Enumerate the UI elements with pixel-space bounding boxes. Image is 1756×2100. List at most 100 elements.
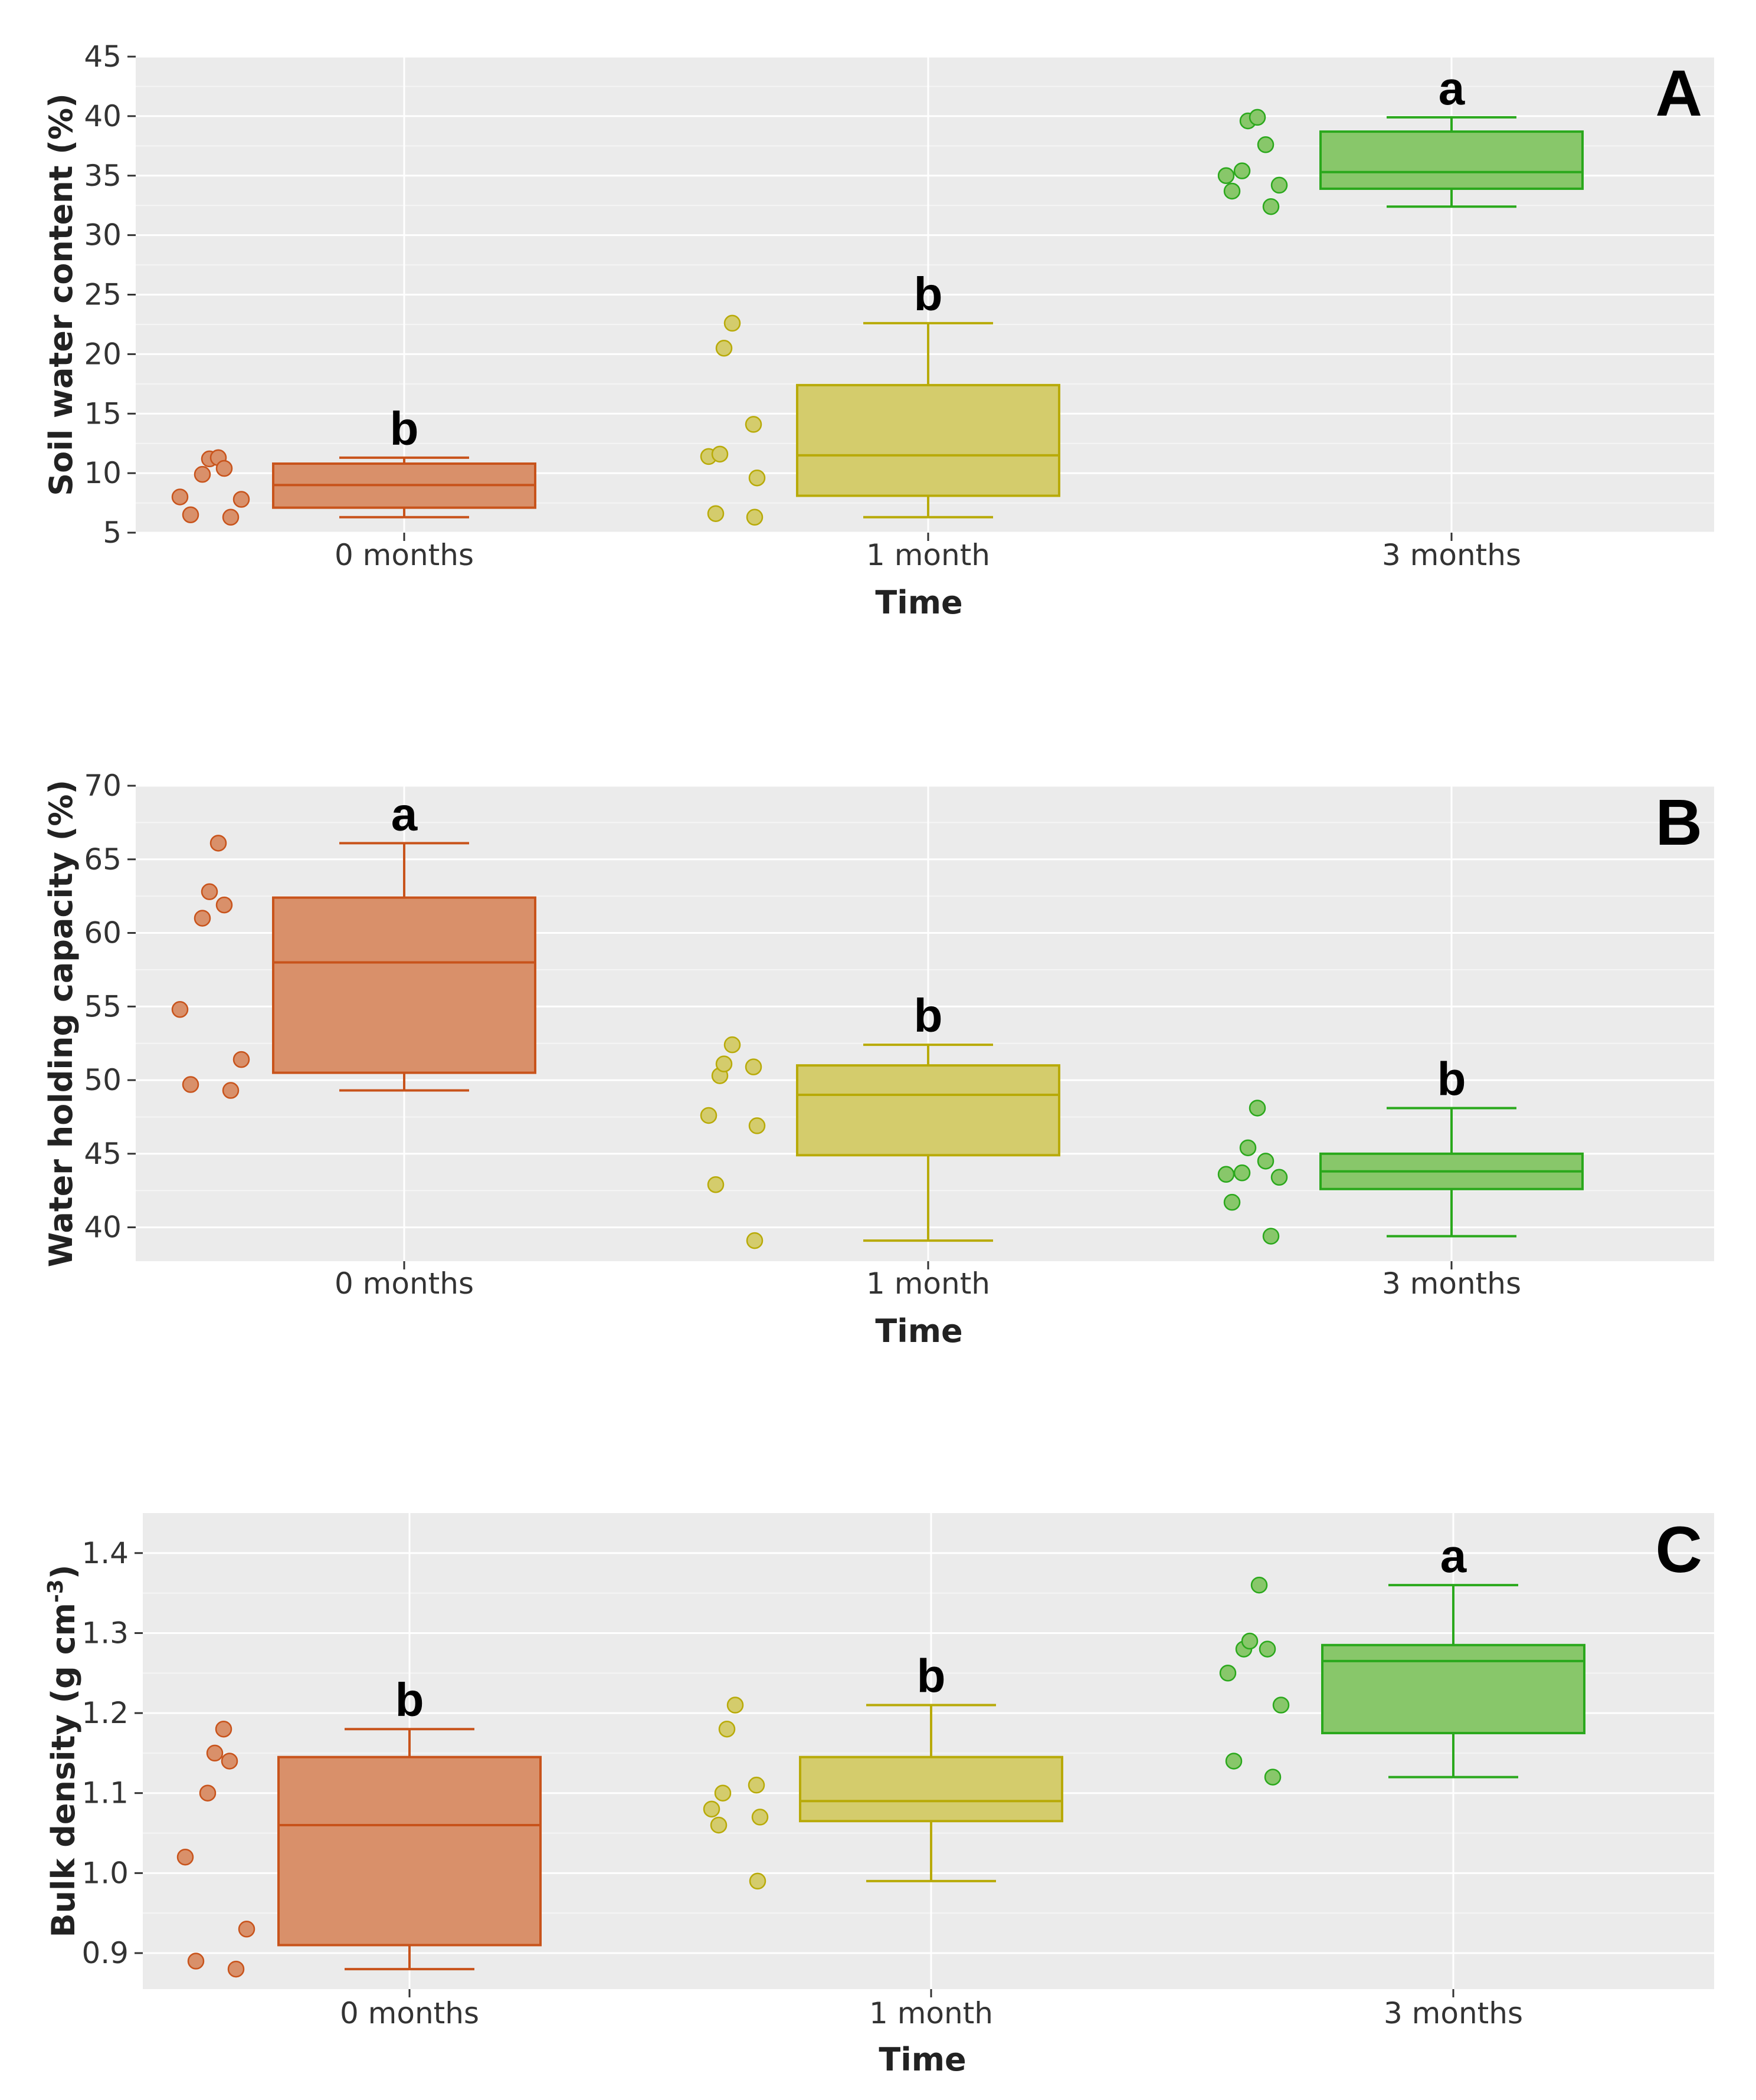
data-point <box>232 1051 250 1068</box>
data-point <box>710 1816 728 1834</box>
data-point <box>215 460 233 477</box>
x-tick-label: 0 months <box>335 538 474 572</box>
x-tick-label: 1 month <box>869 1996 993 2030</box>
data-point <box>1257 136 1275 153</box>
data-point <box>746 508 764 526</box>
x-tick-label: 3 months <box>1382 1266 1521 1301</box>
iqr-box <box>799 1756 1063 1823</box>
y-tick-label: 25 <box>84 278 122 312</box>
data-point <box>1233 162 1251 179</box>
significance-letter: a <box>1440 1530 1467 1582</box>
panel-c: 0.9 1.0 1.1 1.2 1.3 1.4 0 months 1 month 3 month… <box>44 1513 1714 2078</box>
y-tick-label: 0.9 <box>81 1936 129 1970</box>
data-point <box>1249 1100 1266 1117</box>
y-tick-label: 30 <box>84 218 122 252</box>
significance-letter: b <box>917 1650 946 1702</box>
y-tick-label: 60 <box>84 916 122 950</box>
box-3-months: a <box>1219 1530 1585 1786</box>
data-point <box>182 506 199 523</box>
box-1-month: b <box>700 268 1060 526</box>
iqr-box <box>796 383 1060 497</box>
data-point <box>171 488 189 506</box>
y-tick-label: 50 <box>84 1063 122 1097</box>
data-point <box>703 1800 720 1818</box>
y-tick-label: 40 <box>84 99 122 133</box>
y-axis-title: Water holding capacity (%) <box>42 780 80 1267</box>
x-tick-label: 0 months <box>335 1266 474 1301</box>
panel-letter: C <box>1656 1514 1702 1586</box>
y-tick-label: 40 <box>84 1210 122 1245</box>
data-point <box>171 1001 189 1018</box>
panel-b: 40 45 50 55 60 65 70 0 months 1 month 3 months a b b… <box>42 769 1714 1350</box>
x-axis-title: Time <box>875 584 962 621</box>
x-tick-label: 3 months <box>1384 1996 1523 2030</box>
data-point <box>715 340 733 357</box>
y-tick-label: 65 <box>84 842 122 877</box>
y-tick-label: 55 <box>84 989 122 1023</box>
data-point <box>746 1232 764 1249</box>
data-point <box>707 1176 725 1193</box>
data-point <box>748 1776 765 1794</box>
data-point <box>206 1744 224 1762</box>
data-point <box>707 505 725 522</box>
y-axis-title: Bulk density (g cm-3) <box>44 1564 83 1937</box>
y-tick-label: 5 <box>103 516 122 550</box>
y-tick-label: 1.0 <box>81 1856 129 1890</box>
significance-letter: b <box>390 402 419 455</box>
data-point <box>1217 167 1235 184</box>
significance-letter: b <box>914 268 943 320</box>
x-tick-label: 0 months <box>340 1996 479 2030</box>
y-tick-label: 10 <box>84 456 122 490</box>
data-point <box>1264 1768 1282 1786</box>
data-point <box>194 910 211 927</box>
significance-letter: a <box>1439 62 1465 114</box>
x-axis-title: Time <box>875 1312 962 1350</box>
y-axis-title: Soil water content (%) <box>42 93 80 496</box>
data-point <box>176 1848 194 1866</box>
data-point <box>187 1953 205 1970</box>
y-tick-label: 20 <box>84 337 122 371</box>
data-point <box>1262 1228 1280 1245</box>
data-point <box>1241 1632 1259 1650</box>
panel-a: 5 10 15 20 25 30 35 40 45 0 months 1 month 3 months… <box>42 40 1714 621</box>
data-point <box>1223 182 1241 200</box>
iqr-box <box>1321 1643 1585 1734</box>
y-tick-label: 1.4 <box>81 1536 129 1570</box>
data-point <box>221 1753 238 1770</box>
data-point <box>201 883 218 900</box>
data-point <box>745 416 762 433</box>
data-point <box>194 465 211 483</box>
data-point <box>222 508 240 526</box>
data-point <box>700 1107 718 1124</box>
box-0-months: a <box>171 788 536 1099</box>
data-point <box>748 469 766 487</box>
data-point <box>749 1872 766 1890</box>
data-point <box>1219 1665 1237 1682</box>
panel-letter: A <box>1656 57 1702 130</box>
iqr-box <box>277 1756 542 1947</box>
data-point <box>1270 176 1288 194</box>
data-point <box>748 1117 766 1134</box>
data-point <box>723 1036 741 1054</box>
data-point <box>1259 1640 1276 1658</box>
y-tick-label: 15 <box>84 396 122 431</box>
x-axis-title: Time <box>879 2041 966 2078</box>
iqr-box <box>1319 130 1584 190</box>
data-point <box>1272 1697 1290 1714</box>
data-point <box>222 1082 240 1099</box>
data-point <box>714 1784 732 1802</box>
data-point <box>1233 1164 1251 1182</box>
data-point <box>751 1809 769 1826</box>
data-point <box>718 1720 736 1738</box>
data-point <box>1262 198 1280 215</box>
box-1-month: b <box>700 989 1060 1249</box>
y-tick-label: 45 <box>84 1137 122 1171</box>
data-point <box>1225 1753 1243 1770</box>
x-tick-label: 1 month <box>866 1266 990 1301</box>
data-point <box>711 445 729 463</box>
box-0-months: b <box>171 402 536 526</box>
iqr-box <box>272 896 536 1074</box>
data-point <box>745 1058 762 1075</box>
data-point <box>715 1055 733 1072</box>
